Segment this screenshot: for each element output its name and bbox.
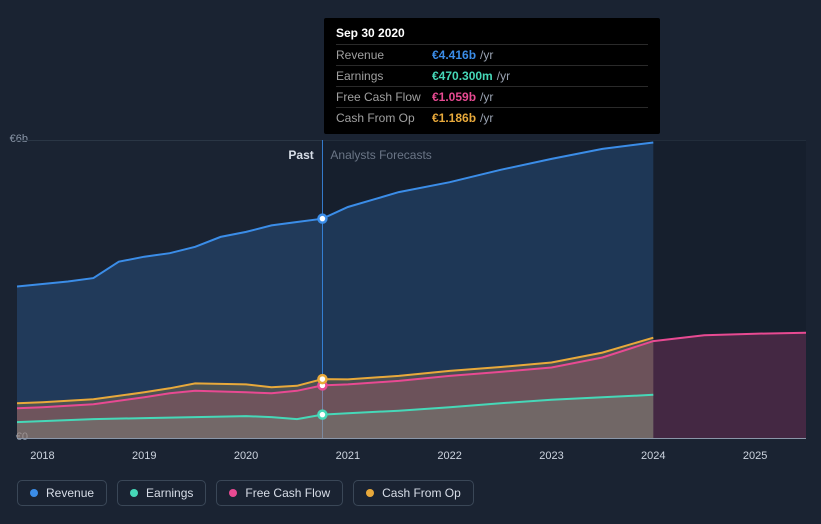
tooltip-unit: /yr bbox=[480, 111, 493, 125]
hover-marker-earnings bbox=[318, 411, 326, 419]
legend-label: Free Cash Flow bbox=[245, 486, 330, 500]
legend-label: Earnings bbox=[146, 486, 193, 500]
legend-dot bbox=[130, 489, 138, 497]
tooltip-metric-label: Cash From Op bbox=[336, 111, 432, 125]
tooltip-date: Sep 30 2020 bbox=[336, 26, 648, 40]
x-tick-label: 2021 bbox=[336, 450, 360, 462]
chart-plot-area bbox=[17, 140, 806, 438]
tooltip-metric-value: €1.186b bbox=[432, 111, 476, 125]
tooltip-unit: /yr bbox=[480, 90, 493, 104]
legend: Revenue Earnings Free Cash Flow Cash From O… bbox=[17, 480, 474, 506]
tooltip-unit: /yr bbox=[480, 48, 493, 62]
x-tick-label: 2025 bbox=[743, 450, 767, 462]
x-tick-label: 2018 bbox=[30, 450, 54, 462]
legend-dot bbox=[366, 489, 374, 497]
tooltip-metric-value: €4.416b bbox=[432, 48, 476, 62]
legend-label: Revenue bbox=[46, 486, 94, 500]
legend-dot bbox=[30, 489, 38, 497]
legend-item-free-cash-flow[interactable]: Free Cash Flow bbox=[216, 480, 343, 506]
hover-marker-revenue bbox=[318, 215, 326, 223]
hover-tooltip: Sep 30 2020 Revenue€4.416b/yrEarnings€47… bbox=[324, 18, 660, 134]
x-tick-label: 2024 bbox=[641, 450, 665, 462]
tooltip-row: Free Cash Flow€1.059b/yr bbox=[336, 86, 648, 107]
x-tick-label: 2020 bbox=[234, 450, 258, 462]
tooltip-row: Cash From Op€1.186b/yr bbox=[336, 107, 648, 128]
x-axis-line bbox=[17, 438, 806, 439]
hover-marker-cfo bbox=[318, 375, 326, 383]
x-tick-label: 2019 bbox=[132, 450, 156, 462]
tooltip-row: Earnings€470.300m/yr bbox=[336, 65, 648, 86]
tooltip-metric-label: Earnings bbox=[336, 69, 432, 83]
tooltip-metric-value: €470.300m bbox=[432, 69, 493, 83]
tooltip-metric-label: Revenue bbox=[336, 48, 432, 62]
legend-dot bbox=[229, 489, 237, 497]
x-tick-label: 2023 bbox=[539, 450, 563, 462]
tooltip-metric-label: Free Cash Flow bbox=[336, 90, 432, 104]
legend-item-revenue[interactable]: Revenue bbox=[17, 480, 107, 506]
tooltip-metric-value: €1.059b bbox=[432, 90, 476, 104]
legend-label: Cash From Op bbox=[382, 486, 461, 500]
tooltip-unit: /yr bbox=[497, 69, 510, 83]
legend-item-cash-from-op[interactable]: Cash From Op bbox=[353, 480, 474, 506]
legend-item-earnings[interactable]: Earnings bbox=[117, 480, 206, 506]
tooltip-row: Revenue€4.416b/yr bbox=[336, 44, 648, 65]
chart-svg bbox=[17, 140, 806, 438]
x-tick-label: 2022 bbox=[437, 450, 461, 462]
